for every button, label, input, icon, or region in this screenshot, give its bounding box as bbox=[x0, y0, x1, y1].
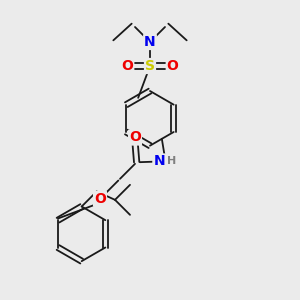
Text: O: O bbox=[94, 192, 106, 206]
Text: N: N bbox=[153, 154, 165, 169]
Text: O: O bbox=[129, 130, 141, 145]
Text: N: N bbox=[144, 35, 156, 49]
Text: O: O bbox=[122, 59, 133, 73]
Text: H: H bbox=[167, 157, 176, 166]
Text: O: O bbox=[167, 59, 178, 73]
Text: S: S bbox=[145, 59, 155, 73]
